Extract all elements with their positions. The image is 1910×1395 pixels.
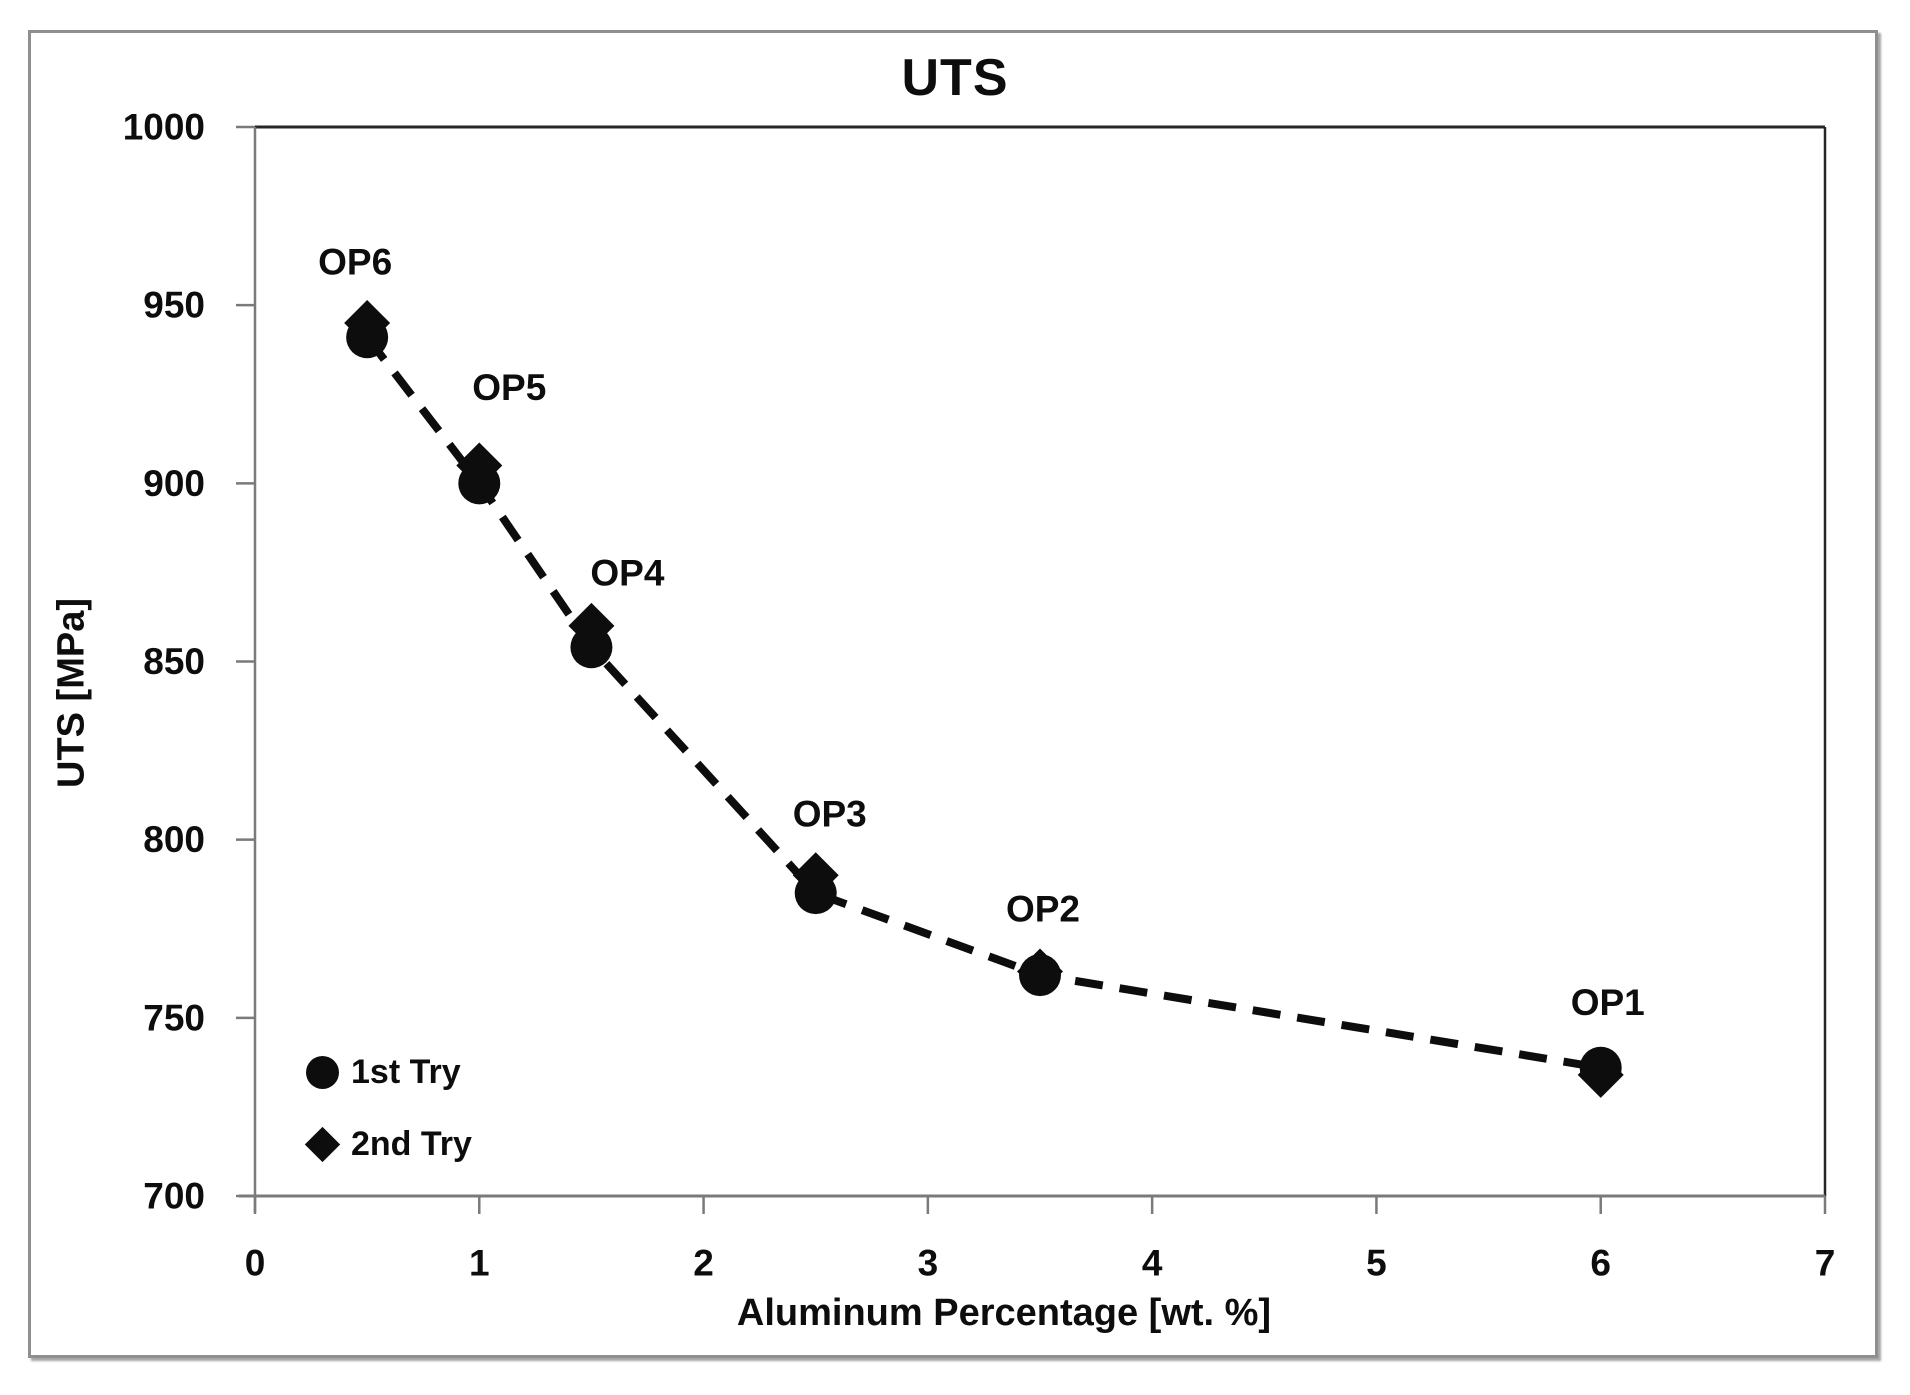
x-tick-label: 4 <box>1142 1243 1163 1284</box>
circle-marker-icon <box>306 1055 339 1089</box>
dashed-trend-line <box>363 334 1602 1072</box>
y-tick-label: 750 <box>143 997 205 1038</box>
data-point-label: OP2 <box>1006 889 1080 930</box>
diamond-marker-icon <box>304 1126 341 1162</box>
data-point-circle-1st-try <box>458 462 501 505</box>
legend-item-2nd-try: 2nd Try <box>304 1119 472 1169</box>
y-tick-label: 950 <box>143 285 205 326</box>
x-tick-label: 6 <box>1590 1243 1611 1284</box>
y-tick-label: 700 <box>143 1176 205 1217</box>
data-point-label: OP6 <box>318 242 392 283</box>
data-point-circle-1st-try <box>346 316 389 359</box>
data-point-label: OP4 <box>590 553 664 594</box>
x-tick-label: 5 <box>1366 1243 1387 1284</box>
y-axis-title: UTS [MPa] <box>50 598 93 788</box>
x-tick-label: 0 <box>245 1243 266 1284</box>
data-point-circle-1st-try <box>794 872 837 915</box>
data-point-label: OP3 <box>793 794 867 835</box>
data-point-circle-1st-try <box>570 626 613 669</box>
legend-item-1st-try: 1st Try <box>306 1047 472 1097</box>
data-point-label: OP1 <box>1571 982 1645 1023</box>
data-point-circle-1st-try <box>1579 1046 1622 1089</box>
data-point-label: OP5 <box>472 367 546 408</box>
y-tick-label: 1000 <box>123 107 205 148</box>
x-tick-label: 3 <box>918 1243 939 1284</box>
x-tick-label: 2 <box>693 1243 714 1284</box>
y-tick-label: 800 <box>143 819 205 860</box>
legend: 1st Try 2nd Try <box>304 1047 472 1169</box>
x-tick-label: 1 <box>469 1243 490 1284</box>
y-tick-label: 850 <box>143 641 205 682</box>
y-tick-label: 900 <box>143 463 205 504</box>
x-axis-title: Aluminum Percentage [wt. %] <box>736 1292 1272 1334</box>
chart-title: UTS <box>901 49 1009 107</box>
legend-label: 2nd Try <box>351 1124 472 1163</box>
data-point-circle-1st-try <box>1019 954 1061 997</box>
x-tick-label: 7 <box>1815 1243 1836 1284</box>
image-border-frame <box>28 30 1878 1358</box>
legend-label: 1st Try <box>351 1052 461 1091</box>
